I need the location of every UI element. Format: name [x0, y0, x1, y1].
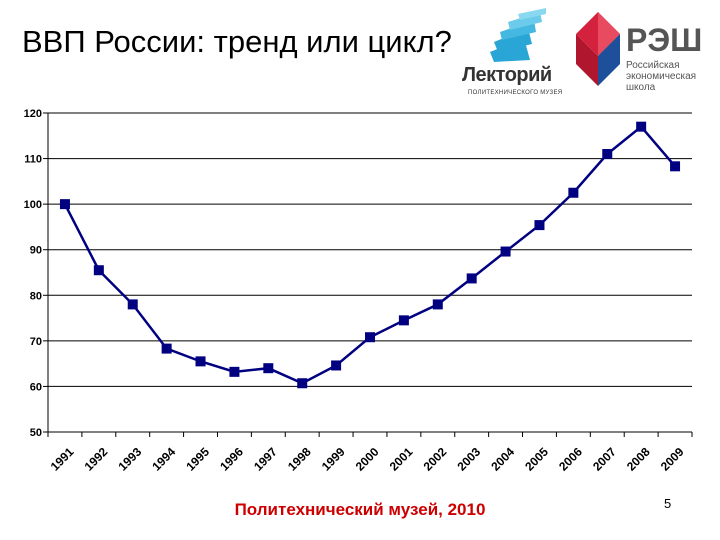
data-point: [602, 149, 613, 160]
page-number: 5: [664, 496, 672, 511]
x-tick-label: 1994: [149, 445, 178, 474]
x-tick-label: 2000: [353, 445, 382, 474]
data-point: [59, 199, 70, 210]
x-tick-label: 1997: [251, 445, 280, 474]
nes-logo-name: РЭШ: [626, 22, 703, 58]
nes-logo-subtitle-line: школа: [626, 82, 656, 93]
data-point: [500, 246, 511, 257]
x-tick-label: 2009: [658, 445, 687, 474]
gdp-line-chart: 50 60 70 80 90 100 110 120 1991 1992 1993 1994 1995…: [24, 108, 693, 474]
data-point: [534, 220, 545, 231]
x-tick-label: 2002: [421, 445, 450, 474]
data-point: [432, 299, 443, 310]
y-tick-label: 120: [24, 108, 42, 120]
data-point: [229, 366, 240, 377]
x-tick-label: 2005: [522, 445, 551, 474]
slide-title: ВВП России: тренд или цикл?: [22, 24, 452, 59]
nes-logo-mark-icon: [576, 12, 620, 86]
x-tick-label: 1991: [48, 445, 77, 474]
x-tick-label: 2003: [454, 445, 483, 474]
data-point: [466, 273, 477, 284]
data-point: [398, 315, 409, 326]
data-point: [331, 360, 342, 371]
footer-text: Политехнический музей, 2010: [234, 500, 486, 519]
x-tick-label: 1999: [319, 445, 348, 474]
x-tick-label: 1995: [183, 445, 212, 474]
x-tick-label: 2001: [387, 445, 416, 474]
data-point: [161, 343, 172, 354]
x-tick-label: 1996: [217, 445, 246, 474]
y-tick-label: 80: [30, 290, 42, 302]
data-point: [195, 356, 206, 367]
lektoriy-logo-subtitle: ПОЛИТЕХНИЧЕСКОГО МУЗЕЯ: [468, 90, 563, 96]
nes-logo: РЭШ Российская экономическая школа: [574, 10, 714, 100]
lektoriy-logo: Лекторий ПОЛИТЕХНИЧЕСКОГО МУЗЕЯ: [462, 8, 574, 100]
x-tick-label: 1998: [285, 445, 314, 474]
data-point: [636, 121, 647, 132]
x-tick-label: 2004: [488, 445, 517, 474]
data-point: [365, 332, 375, 343]
x-tick-label: 2008: [624, 445, 653, 474]
x-tick-label: 2007: [590, 445, 619, 474]
nes-logo-subtitle-line: экономическая: [626, 71, 697, 82]
lektoriy-logo-name: Лекторий: [462, 64, 552, 86]
x-tick-label: 1993: [116, 445, 145, 474]
data-point: [93, 265, 104, 276]
y-tick-label: 110: [24, 154, 42, 166]
nes-logo-subtitle-line: Российская: [626, 60, 680, 71]
lektoriy-logo-mark-icon: [490, 8, 546, 62]
y-tick-label: 70: [30, 336, 42, 348]
series-line: [63, 124, 677, 385]
data-point: [263, 363, 274, 374]
x-tick-label: 1992: [82, 445, 111, 474]
data-point: [127, 299, 138, 310]
y-tick-label: 100: [24, 199, 42, 211]
y-tick-label: 90: [30, 245, 42, 257]
data-point: [568, 187, 579, 198]
y-tick-label: 60: [30, 381, 42, 393]
data-point: [297, 378, 308, 389]
data-point: [670, 161, 681, 172]
x-tick-label: 2006: [556, 445, 585, 474]
y-tick-label: 50: [30, 427, 42, 439]
nes-logo-subtitle: Российская экономическая школа: [626, 60, 716, 93]
